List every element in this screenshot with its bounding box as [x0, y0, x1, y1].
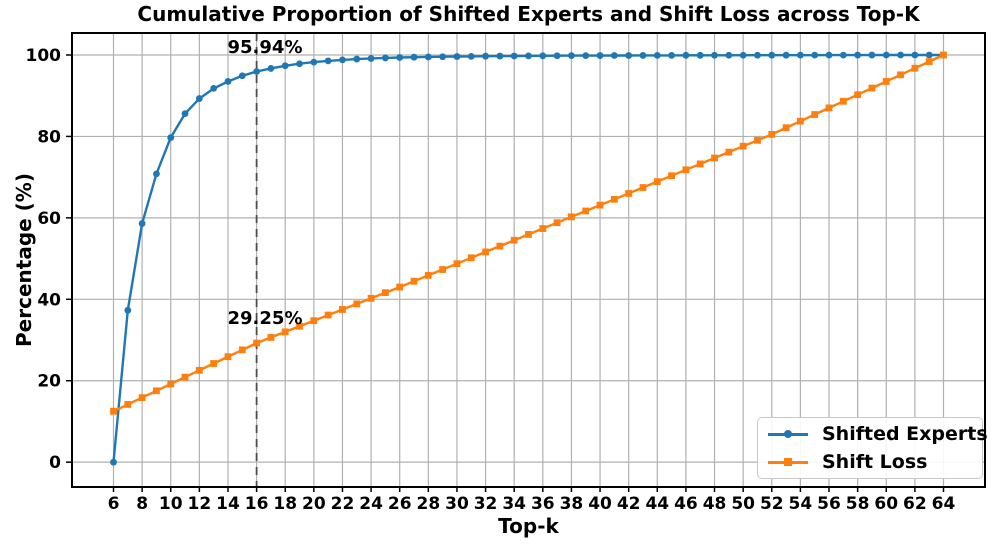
- x-tick-label: 14: [216, 494, 240, 514]
- x-tick-label: 10: [159, 494, 183, 514]
- legend-line-square-icon: [768, 457, 808, 467]
- legend-label: Shifted Experts: [822, 423, 988, 445]
- legend-item-shifted-experts: Shifted Experts: [768, 423, 988, 445]
- x-tick-label: 20: [302, 494, 326, 514]
- x-tick-label: 8: [136, 494, 148, 514]
- x-tick-label: 62: [903, 494, 927, 514]
- legend-item-shift-loss: Shift Loss: [768, 451, 972, 473]
- legend: Shifted Experts Shift Loss: [757, 417, 988, 479]
- x-tick-label: 38: [560, 494, 584, 514]
- x-tick-label: 6: [108, 494, 120, 514]
- x-tick-label: 40: [588, 494, 612, 514]
- y-tick-label: 20: [37, 372, 61, 392]
- x-tick-label: 54: [789, 494, 813, 514]
- x-tick-label: 48: [703, 494, 727, 514]
- x-tick-label: 64: [932, 494, 956, 514]
- x-tick-label: 52: [760, 494, 784, 514]
- plot-border: [71, 32, 986, 488]
- x-tick-label: 42: [617, 494, 641, 514]
- x-tick-label: 12: [188, 494, 212, 514]
- x-tick-label: 36: [531, 494, 555, 514]
- x-tick-label: 16: [245, 494, 269, 514]
- legend-line-circle-icon: [768, 429, 808, 439]
- annotation-shifted-experts-value: 95.94%: [227, 37, 303, 58]
- x-tick-label: 26: [388, 494, 412, 514]
- annotation-shift-loss-value: 29.25%: [227, 308, 303, 329]
- x-tick-label: 28: [416, 494, 440, 514]
- x-tick-label: 24: [359, 494, 383, 514]
- y-tick-label: 60: [37, 209, 61, 229]
- axis-ticks: 6 8 10 12 14 16 18 20 22 24 26 28 30 32 34 36 38 40 42 44 46…: [26, 46, 956, 514]
- x-tick-label: 32: [474, 494, 498, 514]
- x-tick-label: 44: [645, 494, 669, 514]
- x-tick-label: 60: [874, 494, 898, 514]
- legend-label: Shift Loss: [822, 451, 928, 473]
- chart-title: Cumulative Proportion of Shifted Experts…: [137, 2, 920, 26]
- x-axis-label: Top-k: [498, 514, 559, 538]
- x-tick-label: 22: [331, 494, 355, 514]
- y-tick-label: 100: [26, 46, 62, 66]
- x-tick-label: 58: [846, 494, 870, 514]
- y-tick-label: 80: [37, 127, 61, 147]
- x-tick-label: 56: [817, 494, 841, 514]
- x-tick-label: 30: [445, 494, 469, 514]
- y-tick-label: 0: [49, 453, 61, 473]
- series-shift-loss: [110, 51, 947, 415]
- x-tick-label: 34: [502, 494, 526, 514]
- series-shifted-experts: [110, 51, 947, 466]
- y-axis-label: Percentage (%): [12, 173, 36, 347]
- x-tick-label: 18: [273, 494, 297, 514]
- y-tick-label: 40: [37, 290, 61, 310]
- x-tick-label: 46: [674, 494, 698, 514]
- x-tick-label: 50: [731, 494, 755, 514]
